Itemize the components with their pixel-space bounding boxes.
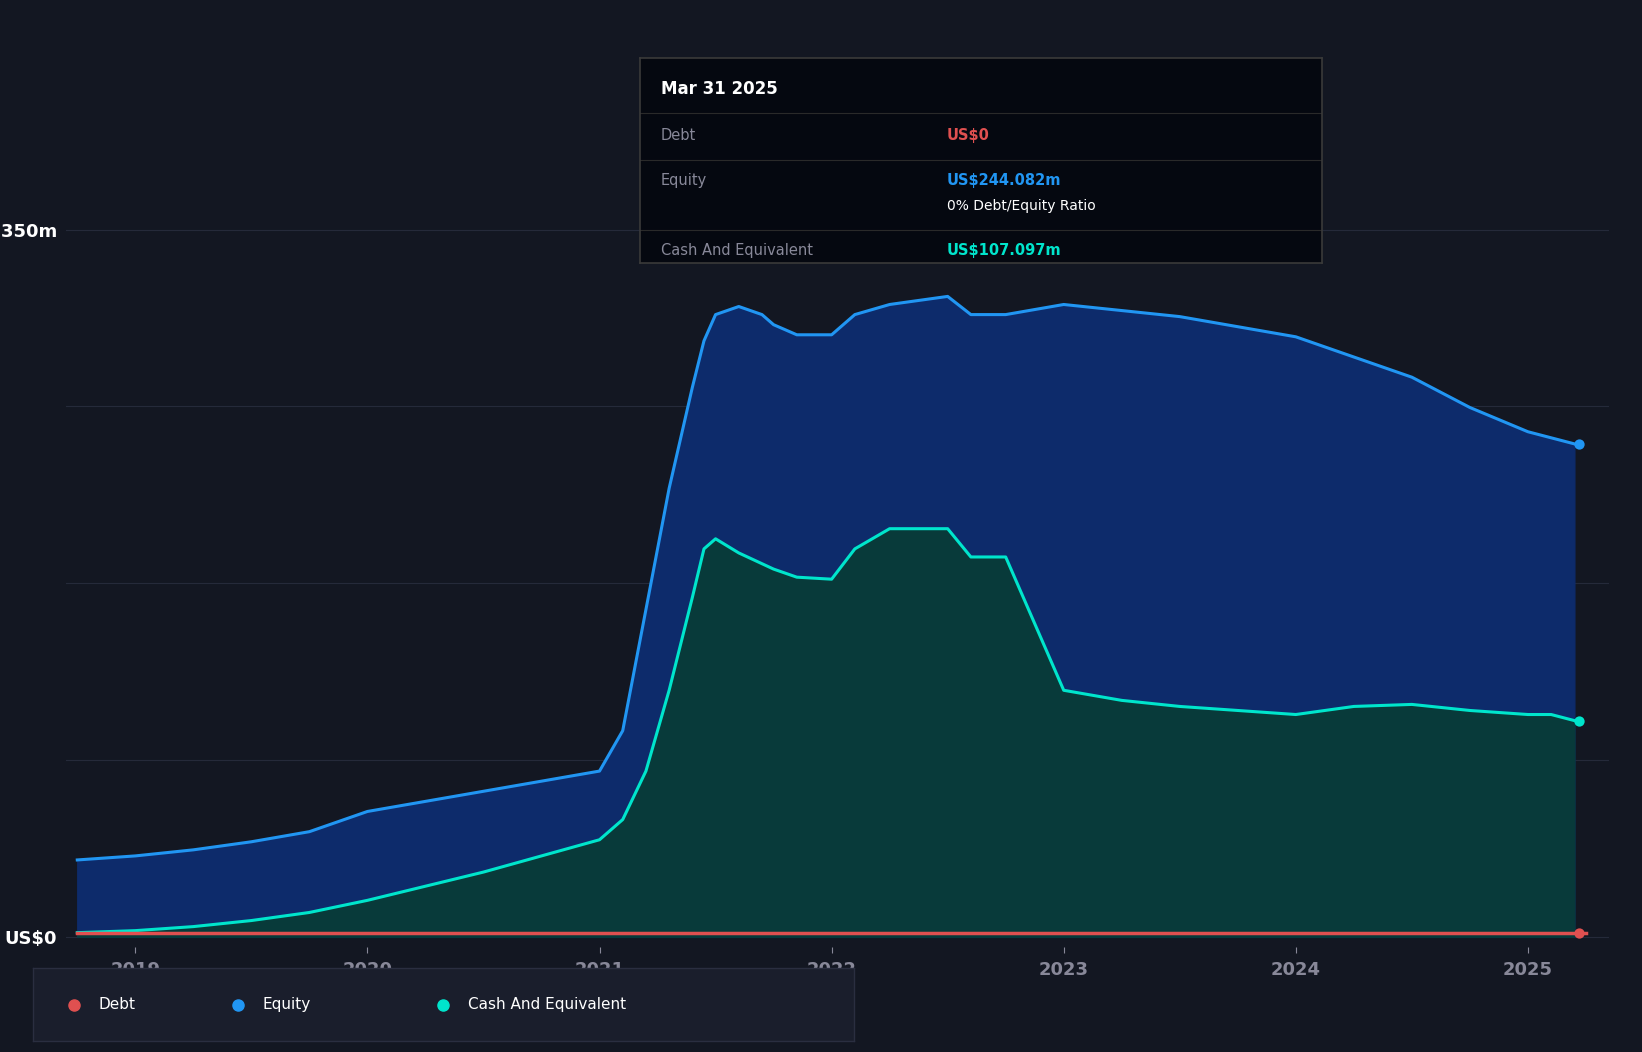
Text: Cash And Equivalent: Cash And Equivalent xyxy=(468,997,626,1012)
Text: US$107.097m: US$107.097m xyxy=(947,243,1062,258)
Point xyxy=(1566,436,1593,452)
Point xyxy=(1566,712,1593,729)
Text: Cash And Equivalent: Cash And Equivalent xyxy=(660,243,813,258)
Text: 0% Debt/Equity Ratio: 0% Debt/Equity Ratio xyxy=(947,199,1095,213)
Text: Debt: Debt xyxy=(660,128,696,143)
Text: US$0: US$0 xyxy=(947,128,990,143)
Text: US$244.082m: US$244.082m xyxy=(947,174,1061,188)
Text: Mar 31 2025: Mar 31 2025 xyxy=(660,80,778,98)
Point xyxy=(1566,925,1593,942)
Text: Debt: Debt xyxy=(99,997,136,1012)
Text: Equity: Equity xyxy=(660,174,708,188)
Text: Equity: Equity xyxy=(263,997,310,1012)
